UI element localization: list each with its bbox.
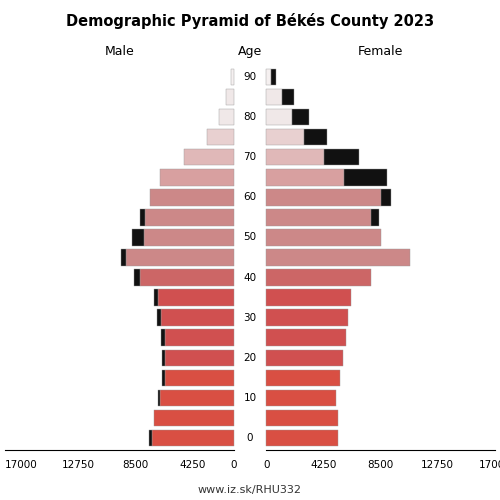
Bar [266,169,344,186]
Bar [150,189,234,206]
Bar [162,370,165,386]
Bar [266,370,340,386]
Bar [219,109,234,126]
Bar [132,229,143,246]
Bar [149,430,152,446]
Bar [161,310,234,326]
Text: 90: 90 [244,72,256,82]
Bar [344,169,388,186]
Text: 30: 30 [244,312,256,322]
Bar [152,430,234,446]
Bar [266,229,380,246]
Bar [145,209,234,226]
Title: Demographic Pyramid of Békés County 2023: Demographic Pyramid of Békés County 2023 [66,13,434,29]
Bar [126,250,234,266]
Bar [266,69,271,86]
Bar [140,209,145,226]
Bar [266,250,410,266]
Bar [266,89,282,106]
Bar [271,69,276,86]
Bar [266,390,336,406]
Text: Female: Female [358,45,404,58]
Bar [266,189,380,206]
Bar [266,430,338,446]
Bar [266,149,324,166]
Bar [231,69,234,86]
Bar [207,129,234,146]
Bar [157,310,161,326]
Bar [160,169,234,186]
Bar [226,89,234,106]
Bar [134,270,140,286]
Bar [380,189,392,206]
Text: Age: Age [238,45,262,58]
Bar [266,270,371,286]
Bar [266,330,345,346]
Bar [266,109,291,126]
Text: 0: 0 [247,433,254,443]
Text: Male: Male [104,45,134,58]
Bar [154,410,234,426]
Text: 60: 60 [244,192,256,202]
Bar [165,330,234,346]
Bar [292,109,309,126]
Bar [304,129,326,146]
Text: 50: 50 [244,232,256,242]
Text: 40: 40 [244,272,256,282]
Text: 10: 10 [244,393,256,403]
Text: www.iz.sk/RHU332: www.iz.sk/RHU332 [198,485,302,495]
Bar [266,350,343,366]
Bar [266,209,371,226]
Bar [121,250,126,266]
Bar [266,310,348,326]
Bar [324,149,359,166]
Bar [266,410,338,426]
Bar [161,330,165,346]
Bar [282,89,294,106]
Bar [158,290,234,306]
Bar [165,350,234,366]
Bar [184,149,234,166]
Text: 70: 70 [244,152,256,162]
Bar [371,209,379,226]
Text: 20: 20 [244,353,256,363]
Bar [266,129,304,146]
Text: 80: 80 [244,112,256,122]
Bar [266,290,351,306]
Bar [140,270,234,286]
Bar [160,390,234,406]
Bar [165,370,234,386]
Bar [144,229,234,246]
Bar [158,390,160,406]
Bar [154,290,158,306]
Bar [162,350,165,366]
